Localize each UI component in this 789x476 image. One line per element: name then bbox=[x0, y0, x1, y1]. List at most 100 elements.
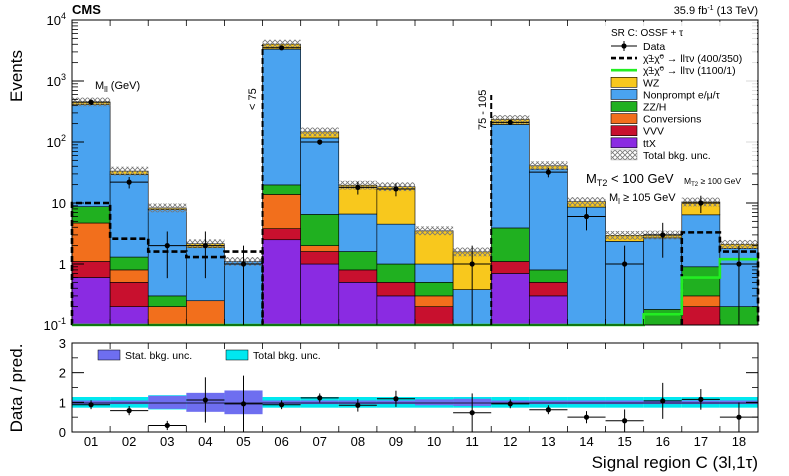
legend-entry: χ̃±χ̃⁰ → llτν (400/350) bbox=[611, 53, 742, 65]
legend-label: Nonprompt e/μ/τ bbox=[643, 89, 721, 101]
y-tick-label: 103 bbox=[47, 72, 66, 89]
legend-entry: Conversions bbox=[610, 113, 701, 126]
data-point bbox=[736, 261, 742, 267]
data-point bbox=[126, 179, 132, 185]
legend-entry: ttX bbox=[610, 137, 656, 150]
total-unc-band bbox=[110, 166, 149, 176]
ratio-point bbox=[698, 396, 704, 402]
data-point bbox=[279, 45, 285, 51]
ml-annotation: Ml ≥ 105 GeV bbox=[609, 192, 676, 206]
ratio-point bbox=[469, 410, 475, 416]
ratio-legend-total-swatch bbox=[225, 349, 249, 361]
bar-nonprompt-e- bbox=[490, 124, 530, 229]
legend-label: Data bbox=[643, 41, 665, 53]
ratio-legend-stat-swatch bbox=[97, 349, 121, 361]
ratio-point bbox=[317, 395, 323, 401]
x-tick-label: 07 bbox=[312, 434, 326, 449]
x-tick-label: 04 bbox=[198, 434, 212, 449]
bar-vvv bbox=[529, 282, 568, 297]
ratio-point bbox=[202, 397, 208, 403]
data-point bbox=[355, 184, 361, 191]
ratio-point bbox=[545, 407, 551, 413]
data-point bbox=[317, 139, 323, 145]
ratio-point bbox=[583, 414, 590, 420]
ratio-stat-unc bbox=[529, 400, 568, 405]
legend-entry: χ̃±χ̃⁰ → llτν (1100/1) bbox=[611, 65, 736, 77]
x-tick-label: 14 bbox=[579, 434, 593, 449]
region-title: SR C: OSSF + τ bbox=[611, 28, 683, 39]
x-tick-label: 18 bbox=[732, 434, 746, 449]
x-tick-label: 09 bbox=[389, 434, 403, 449]
legend-hatch-swatch bbox=[610, 149, 638, 161]
mt2-high-annotation: MT2 ≥ 100 GeV bbox=[684, 176, 741, 188]
ratio-stat-unc bbox=[605, 400, 644, 405]
bar-nonprompt-e- bbox=[414, 263, 454, 283]
x-tick-label: 03 bbox=[160, 434, 174, 449]
data-point bbox=[622, 261, 628, 267]
ratio-stat-unc bbox=[110, 400, 149, 405]
bar-nonprompt-e- bbox=[376, 223, 416, 265]
bar-zz-h bbox=[376, 263, 416, 283]
bar-nonprompt-e- bbox=[681, 214, 721, 268]
bar-vvv bbox=[681, 306, 721, 326]
x-tick-label: 10 bbox=[427, 434, 441, 449]
bar-ttx bbox=[376, 295, 416, 326]
bar-ttx bbox=[338, 282, 378, 326]
total-unc-band bbox=[415, 226, 454, 236]
data-point bbox=[660, 232, 666, 238]
legend-entry: VVV bbox=[610, 125, 664, 138]
data-point bbox=[469, 261, 475, 267]
ratio-point bbox=[279, 402, 285, 408]
bar-conversions bbox=[300, 245, 340, 252]
bar-zz-h bbox=[681, 266, 721, 297]
data-point bbox=[202, 243, 208, 249]
total-unc-band bbox=[300, 127, 339, 137]
bar-conversions bbox=[414, 295, 454, 307]
bar-vvv bbox=[490, 261, 530, 274]
data-point bbox=[698, 200, 704, 206]
total-unc-band bbox=[529, 161, 568, 171]
data-point bbox=[507, 119, 513, 125]
ratio-y-tick-label: 0 bbox=[59, 425, 66, 440]
legend-data-marker bbox=[621, 43, 627, 49]
y-axis-title: Events bbox=[7, 50, 26, 102]
bar-conversions bbox=[147, 306, 187, 326]
ratio-point bbox=[164, 422, 170, 429]
bar-conversions bbox=[71, 222, 111, 262]
ratio-y-tick-label: 3 bbox=[59, 336, 66, 351]
legend-entry: WZ bbox=[610, 77, 660, 89]
ratio-point bbox=[393, 396, 399, 402]
legend-entry: ZZ/H bbox=[610, 101, 666, 114]
ratio-y-tick-label: 1 bbox=[59, 395, 66, 410]
bar-nonprompt-e- bbox=[71, 104, 111, 207]
ratio-point bbox=[622, 418, 628, 424]
bar-wz bbox=[414, 230, 454, 265]
data-point bbox=[583, 213, 590, 220]
bar-zz-h bbox=[147, 295, 187, 307]
legend-entry: Nonprompt e/μ/τ bbox=[610, 89, 721, 101]
bar-vvv bbox=[376, 282, 416, 297]
experiment-label: CMS bbox=[72, 2, 101, 17]
x-tick-label: 12 bbox=[503, 434, 517, 449]
ratio-legend-label: Total bkg. unc. bbox=[253, 350, 321, 362]
ratio-point bbox=[736, 414, 742, 420]
x-tick-label: 15 bbox=[617, 434, 631, 449]
legend-label: ttX bbox=[643, 138, 656, 150]
legend-label: Total bkg. unc. bbox=[643, 150, 711, 162]
total-unc-band bbox=[262, 39, 301, 49]
main-plot: 10-1 1 10 102 103 104 bbox=[44, 11, 760, 333]
ratio-point bbox=[88, 402, 94, 408]
x-tick-label: 17 bbox=[694, 434, 708, 449]
ratio-legend-label: Stat. bkg. unc. bbox=[125, 350, 192, 362]
bar-conversions bbox=[262, 194, 301, 229]
ratio-point bbox=[240, 401, 247, 407]
y-tick-label: 102 bbox=[47, 133, 66, 150]
bar-vvv bbox=[338, 269, 378, 283]
mt2-low-annotation: MT2 < 100 GeV bbox=[586, 171, 674, 188]
ratio-stat-unc bbox=[567, 400, 606, 405]
data-point bbox=[164, 243, 170, 249]
bar-ttx bbox=[71, 277, 111, 326]
legend-entry: Data bbox=[611, 41, 665, 53]
bar-nonprompt-e- bbox=[338, 213, 378, 252]
